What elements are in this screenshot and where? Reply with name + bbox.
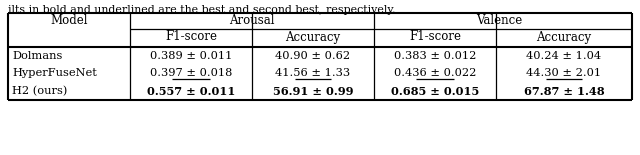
Text: 0.389 ± 0.011: 0.389 ± 0.011 [150, 51, 232, 61]
Text: Model: Model [51, 13, 88, 27]
Text: 0.397 ± 0.018: 0.397 ± 0.018 [150, 69, 232, 78]
Text: 40.24 ± 1.04: 40.24 ± 1.04 [527, 51, 602, 61]
Text: Accuracy: Accuracy [285, 31, 340, 44]
Text: HyperFuseNet: HyperFuseNet [12, 69, 97, 78]
Text: 0.557 ± 0.011: 0.557 ± 0.011 [147, 86, 235, 97]
Text: F1-score: F1-score [409, 31, 461, 44]
Text: ilts in bold and underlined are the best and second best, respectively.: ilts in bold and underlined are the best… [8, 5, 396, 15]
Text: 40.90 ± 0.62: 40.90 ± 0.62 [275, 51, 351, 61]
Text: 67.87 ± 1.48: 67.87 ± 1.48 [524, 86, 604, 97]
Text: 0.436 ± 0.022: 0.436 ± 0.022 [394, 69, 476, 78]
Text: Arousal: Arousal [229, 13, 275, 27]
Text: Accuracy: Accuracy [536, 31, 591, 44]
Text: 0.685 ± 0.015: 0.685 ± 0.015 [391, 86, 479, 97]
Text: 44.30 ± 2.01: 44.30 ± 2.01 [527, 69, 602, 78]
Text: F1-score: F1-score [165, 31, 217, 44]
Text: 41.56 ± 1.33: 41.56 ± 1.33 [275, 69, 351, 78]
Text: 56.91 ± 0.99: 56.91 ± 0.99 [273, 86, 353, 97]
Text: H2 (ours): H2 (ours) [12, 86, 67, 96]
Text: Dolmans: Dolmans [12, 51, 62, 61]
Text: 0.383 ± 0.012: 0.383 ± 0.012 [394, 51, 476, 61]
Text: Valence: Valence [476, 13, 523, 27]
